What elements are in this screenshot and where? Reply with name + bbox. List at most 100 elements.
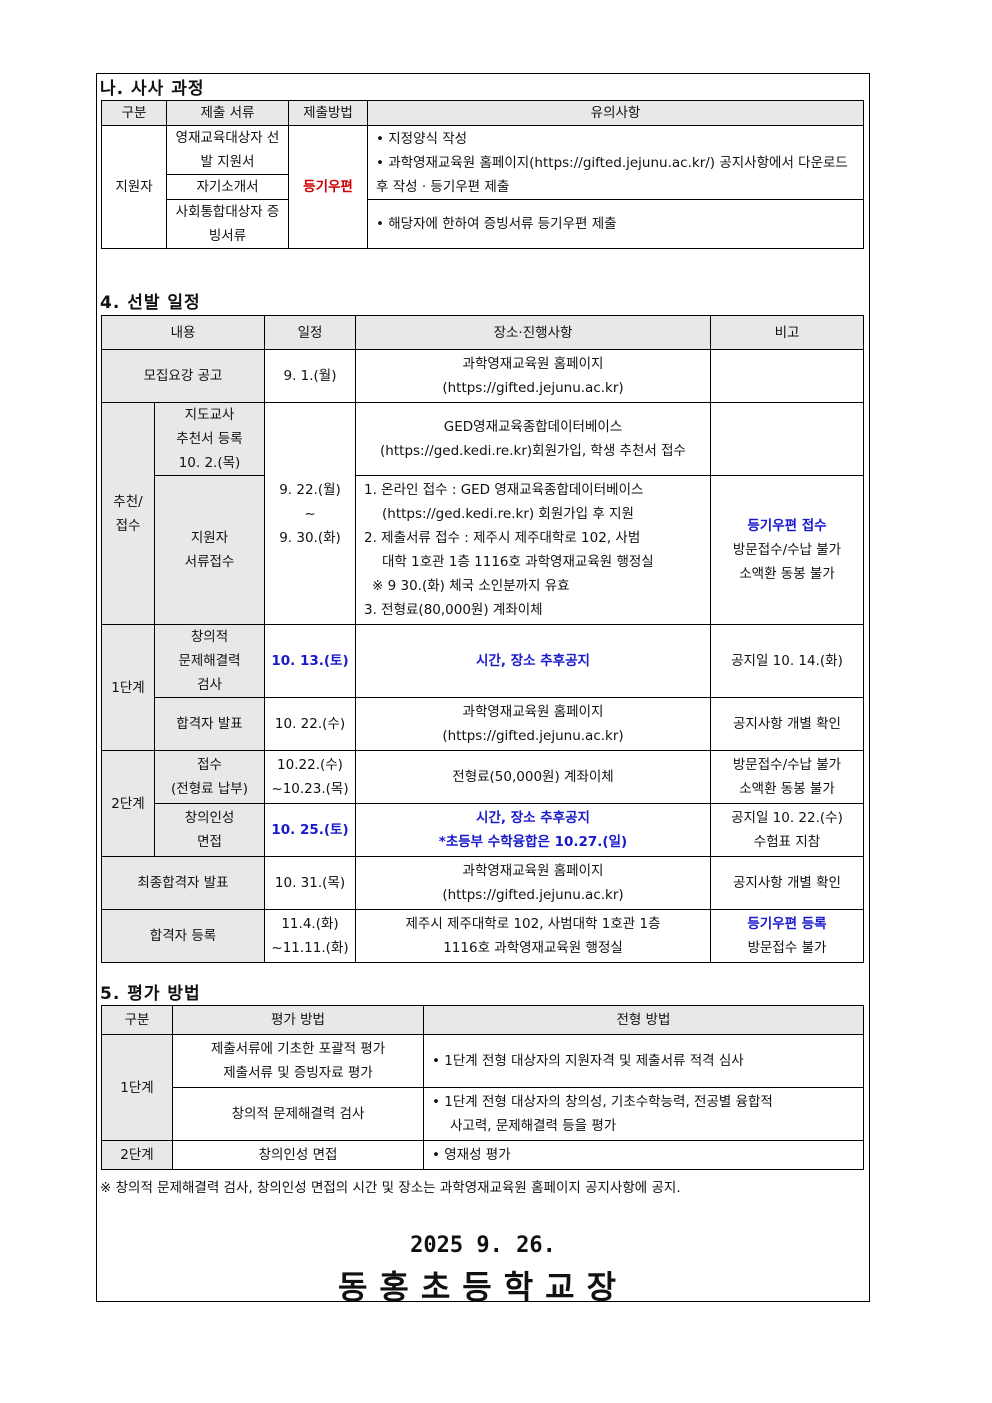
line: 9. 30.(화) bbox=[279, 529, 341, 546]
header-cell: 구분 bbox=[101, 1005, 173, 1035]
date-cell: 10. 25.(토) bbox=[264, 803, 356, 857]
line: 지원자 bbox=[190, 530, 229, 546]
line: 검사 bbox=[197, 677, 222, 693]
line: (전형료 납부) bbox=[171, 781, 248, 797]
date-cell: 9. 1.(월) bbox=[264, 349, 356, 403]
place-cell: 과학영재교육원 홈페이지 (https://gifted.jejunu.ac.kr… bbox=[355, 856, 711, 910]
line: 대학 1호관 1층 1116호 과학영재교육원 행정실 bbox=[382, 554, 654, 570]
note-cell: 공지일 10. 22.(수) 수험표 지참 bbox=[710, 803, 864, 857]
group-cell: 1단계 bbox=[101, 624, 155, 751]
place-cell: 과학영재교육원 홈페이지 (https://gifted.jejunu.ac.kr… bbox=[355, 349, 711, 403]
sub-label: 접수 (전형료 납부) bbox=[154, 750, 265, 804]
date-cell: 10.22.(수) ~10.23.(목) bbox=[264, 750, 356, 804]
line: GED영재교육종합데이터베이스 bbox=[443, 419, 623, 435]
place-cell: GED영재교육종합데이터베이스 (https://ged.kedi.re.kr)회… bbox=[355, 402, 711, 476]
line: 과학영재교육원 홈페이지 bbox=[462, 863, 604, 879]
note-line: • 지정양식 작성 bbox=[376, 130, 468, 147]
header-cell: 장소·진행사항 bbox=[355, 315, 711, 350]
doc-cell: 영재교육대상자 선발 지원서 bbox=[166, 125, 289, 175]
section-title-evaluation: 5. 평가 방법 bbox=[100, 984, 201, 1004]
line: 11.4.(화) bbox=[281, 916, 339, 932]
eval-cell: • 영재성 평가 bbox=[423, 1140, 864, 1170]
stage-cell: 2단계 bbox=[101, 1140, 173, 1170]
line: 제출서류 및 증빙자료 평가 bbox=[223, 1065, 373, 1081]
header-cell: 제출 서류 bbox=[166, 100, 289, 126]
footnote: ※ 창의적 문제해결력 검사, 창의인성 면접의 시간 및 장소는 과학영재교육… bbox=[100, 1180, 681, 1196]
document-date: 2025 9. 26. bbox=[410, 1233, 556, 1258]
schedule-table: 내용 일정 장소·진행사항 비고 모집요강 공고 9. 1.(월) 과학영재교육원 홈페이… bbox=[101, 315, 864, 963]
eval-cell: • 1단계 전형 대상자의 지원자격 및 제출서류 적격 심사 bbox=[423, 1034, 864, 1088]
line: 10.22.(수) bbox=[277, 757, 343, 773]
place-cell: 시간, 장소 추후공지 bbox=[355, 624, 711, 698]
line: 과학영재교육원 홈페이지 bbox=[462, 704, 604, 720]
note-cell bbox=[710, 349, 864, 403]
line: 2. 제출서류 접수 : 제주시 제주대학로 102, 사범 bbox=[364, 530, 641, 546]
line: • 1단계 전형 대상자의 창의성, 기초수학능력, 전공별 융합적 bbox=[432, 1094, 773, 1110]
line: 시간, 장소 추후공지 bbox=[476, 810, 590, 826]
date-cell: 10. 22.(수) bbox=[264, 697, 356, 751]
line: 추천서 등록 bbox=[176, 431, 243, 447]
section-title-schedule: 4. 선발 일정 bbox=[100, 293, 201, 313]
line: (https://gifted.jejunu.ac.kr) bbox=[442, 728, 624, 744]
header-cell: 유의사항 bbox=[367, 100, 864, 126]
line: 방문접수/수납 불가 bbox=[732, 757, 842, 773]
place-cell: 시간, 장소 추후공지 *초등부 수학융합은 10.27.(일) bbox=[355, 803, 711, 857]
line: (https://gifted.jejunu.ac.kr) bbox=[442, 380, 624, 396]
page-frame bbox=[96, 73, 870, 1302]
line: 소액환 동봉 불가 bbox=[739, 566, 835, 582]
line: 공지일 10. 22.(수) bbox=[731, 810, 843, 826]
line: 접수 bbox=[197, 757, 222, 773]
group-cell: 추천/ 접수 bbox=[101, 402, 155, 625]
note-cell: 등기우편 접수 방문접수/수납 불가 소액환 동봉 불가 bbox=[710, 475, 864, 625]
line: 창의적 bbox=[190, 629, 229, 645]
line: (https://ged.kedi.re.kr)회원가입, 학생 추천서 접수 bbox=[380, 443, 686, 459]
line: 소액환 동봉 불가 bbox=[739, 781, 835, 797]
note-cell bbox=[710, 402, 864, 476]
doc-cell: 자기소개서 bbox=[166, 174, 289, 200]
line: 3. 전형료(80,000원) 계좌이체 bbox=[364, 602, 543, 618]
line: 등기우편 등록 bbox=[747, 916, 827, 932]
section-title-mentoring: 나. 사사 과정 bbox=[100, 79, 205, 99]
line: 문제해결력 bbox=[178, 653, 241, 669]
line: 서류접수 bbox=[184, 554, 235, 570]
header-cell: 비고 bbox=[710, 315, 864, 350]
date-cell: 10. 31.(목) bbox=[264, 856, 356, 910]
line: 방문접수 불가 bbox=[747, 940, 827, 956]
line: 지도교사 bbox=[184, 407, 235, 423]
note-cell: • 해당자에 한하여 증빙서류 등기우편 제출 bbox=[367, 199, 864, 249]
line: (https://gifted.jejunu.ac.kr) bbox=[442, 887, 624, 903]
row-label: 합격자 등록 bbox=[101, 909, 265, 963]
line: 10. 2.(목) bbox=[178, 455, 241, 471]
line: 창의인성 bbox=[184, 810, 235, 826]
group-cell: 지원자 bbox=[101, 125, 167, 249]
line: ~11.11.(화) bbox=[271, 940, 349, 956]
note-cell: 공지사항 개별 확인 bbox=[710, 856, 864, 910]
sub-label: 합격자 발표 bbox=[154, 697, 265, 751]
date-cell: 10. 13.(토) bbox=[264, 624, 356, 698]
sub-label: 창의인성 면접 bbox=[154, 803, 265, 857]
place-cell: 전형료(50,000원) 계좌이체 bbox=[355, 750, 711, 804]
line: (https://ged.kedi.re.kr) 회원가입 후 지원 bbox=[382, 506, 634, 522]
method-cell: 등기우편 bbox=[288, 125, 368, 249]
line: 제출서류에 기초한 포괄적 평가 bbox=[210, 1041, 386, 1057]
line: 사고력, 문제해결력 등을 평가 bbox=[450, 1118, 617, 1134]
place-cell: 제주시 제주대학로 102, 사범대학 1호관 1층 1116호 과학영재교육원 … bbox=[355, 909, 711, 963]
notes-cell: • 지정양식 작성 • 과학영재교육원 홈페이지(https://gifted.j… bbox=[367, 125, 864, 200]
mentoring-table: 구분 제출 서류 제출방법 유의사항 지원자 영재교육대상자 선발 지원서 등기우편 • … bbox=[101, 100, 864, 249]
line: 수험표 지참 bbox=[753, 834, 821, 850]
line: 제주시 제주대학로 102, 사범대학 1호관 1층 bbox=[405, 916, 661, 932]
place-cell: 1. 온라인 접수 : GED 영재교육종합데이터베이스 (https://ged… bbox=[355, 475, 711, 625]
evaluation-table: 구분 평가 방법 전형 방법 1단계 제출서류에 기초한 포괄적 평가 제출서류 및 증… bbox=[101, 1005, 864, 1170]
note-line: • 과학영재교육원 홈페이지(https://gifted.jejunu.ac.… bbox=[376, 154, 848, 195]
method-cell: 창의적 문제해결력 검사 bbox=[172, 1087, 424, 1141]
line: 방문접수/수납 불가 bbox=[732, 542, 842, 558]
line: ※ 9 30.(화) 체국 소인분까지 유효 bbox=[372, 578, 570, 594]
line: 과학영재교육원 홈페이지 bbox=[462, 356, 604, 372]
row-label: 최종합격자 발표 bbox=[101, 856, 265, 910]
